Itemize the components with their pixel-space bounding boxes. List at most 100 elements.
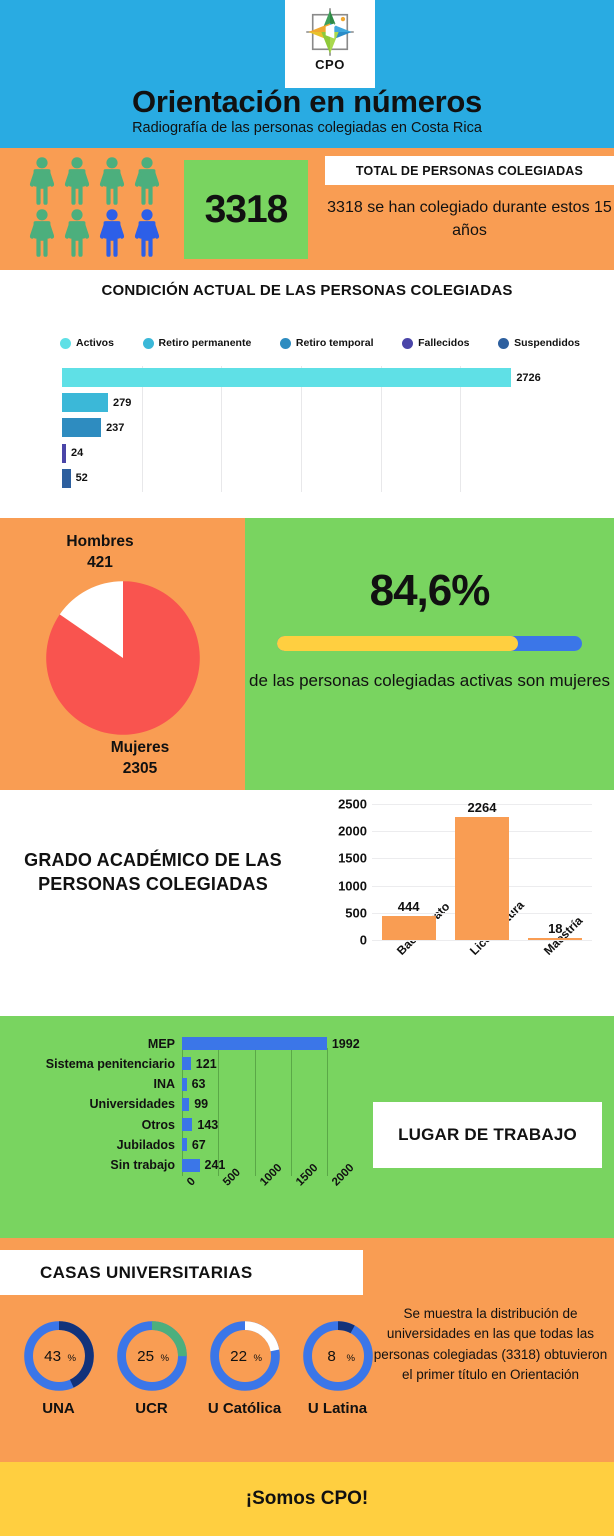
bar-fill <box>62 418 102 438</box>
condicion-bar-0: 2726 <box>62 368 541 387</box>
svg-text:22: 22 <box>230 1348 247 1365</box>
total-label-box: TOTAL DE PERSONAS COLEGIADAS <box>325 156 614 185</box>
svg-text:%: % <box>346 1353 355 1364</box>
bar-label: Sistema penitenciario <box>45 1056 175 1071</box>
donut-chart-icon: 43% <box>23 1321 94 1391</box>
cpo-logo: CPO <box>285 0 375 88</box>
hombres-value: 421 <box>87 553 113 571</box>
genero-pie-panel: Hombres 421 Mujeres 2305 <box>0 518 245 790</box>
bar-fill <box>182 1138 187 1152</box>
donut-ucr[interactable]: 25% UCR <box>106 1316 198 1417</box>
condicion-bar-chart: 2726 279 237 24 52 <box>62 366 541 492</box>
gridline <box>141 366 143 492</box>
condicion-legend: Activos Retiro permanente Retiro temporal F… <box>60 334 580 352</box>
x-axis-tick: 1500 <box>294 1161 321 1189</box>
universidades-title: CASAS UNIVERSITARIAS <box>40 1262 253 1282</box>
bar-value: 241 <box>204 1158 226 1173</box>
hombres-name: Hombres <box>66 533 134 550</box>
bar-label: Sin trabajo <box>110 1158 175 1173</box>
legend-label: Retiro temporal <box>295 337 374 349</box>
bar-value: 279 <box>112 396 132 409</box>
trabajo-title: LUGAR DE TRABAJO <box>398 1124 577 1144</box>
legend-label: Retiro permanente <box>158 337 252 349</box>
bar-value: 18 <box>548 921 563 936</box>
legend-dot-icon <box>279 337 291 349</box>
bar-label: MEP <box>147 1036 175 1051</box>
condicion-bar-3: 24 <box>62 443 83 463</box>
total-number-box: 3318 <box>184 160 308 259</box>
grado-bar-chart: BachilleratoLicenciaturaMaestría05001000… <box>320 797 606 1010</box>
bar-value: 2264 <box>467 799 497 815</box>
trabajo-bar-3: Universidades 99 <box>90 1097 209 1111</box>
page-subtitle: Radiografía de las personas colegiadas e… <box>132 120 482 136</box>
people-icon-row <box>28 156 178 208</box>
grado-section: GRADO ACADÉMICO DE LAS PERSONAS COLEGIAD… <box>0 790 614 1016</box>
trabajo-bar-4: Otros 143 <box>142 1118 219 1132</box>
grado-plot-area: 0 500 1000 1500 2000 2500 444 2264 18 <box>338 797 592 948</box>
people-icon-group <box>28 156 178 262</box>
y-axis-tick: 1000 <box>338 878 367 894</box>
bar-value: 24 <box>71 447 84 460</box>
trabajo-bar-5: Jubilados 67 <box>117 1138 206 1152</box>
mujeres-name: Mujeres <box>110 739 170 757</box>
grado-bar-0: 444 <box>381 899 436 940</box>
page-title: Orientación en números <box>132 84 482 119</box>
bar-value: 52 <box>75 472 88 485</box>
svg-text:%: % <box>160 1353 169 1364</box>
y-axis-tick: 500 <box>345 905 367 921</box>
mujeres-percent: 84,6% <box>369 566 491 615</box>
donut-una[interactable]: 43% UNA <box>13 1316 105 1417</box>
header-band: CPO Orientación en números Radiografía d… <box>0 0 614 148</box>
pie-slice-mujeres <box>46 581 200 735</box>
mujeres-percent-description: de las personas colegiadas activas son m… <box>249 671 610 690</box>
svg-text:43: 43 <box>44 1348 61 1365</box>
gridline <box>460 366 462 492</box>
svg-text:25: 25 <box>137 1348 154 1365</box>
grado-title: GRADO ACADÉMICO DE LAS PERSONAS COLEGIAD… <box>24 850 282 895</box>
legend-dot-icon <box>402 337 414 349</box>
universidades-title-box: CASAS UNIVERSITARIAS <box>0 1250 363 1295</box>
legend-label: Activos <box>76 337 114 349</box>
footer-band: ¡Somos CPO! <box>0 1462 614 1536</box>
universidades-section: CASAS UNIVERSITARIAS 43% UNA 25% UCR 22% U Ca… <box>0 1238 614 1462</box>
universidades-description: Se muestra la distribución de universida… <box>373 1306 608 1382</box>
genero-percent-panel: 84,6% de las personas colegiadas activas… <box>245 518 614 790</box>
bar-fill <box>182 1037 327 1050</box>
legend-label: Fallecidos <box>418 337 470 349</box>
donut-u-católica[interactable]: 22% U Católica <box>199 1316 291 1417</box>
bar-fill <box>62 468 71 488</box>
bar-value: 67 <box>191 1137 206 1152</box>
legend-item-1[interactable]: Retiro permanente <box>142 337 252 349</box>
gridline <box>182 1048 183 1176</box>
bar-label: Universidades <box>89 1097 175 1112</box>
gridline <box>380 366 382 492</box>
bar-label: Jubilados <box>116 1137 175 1152</box>
footer-text: ¡Somos CPO! <box>245 1488 369 1509</box>
bar-value: 237 <box>106 421 125 434</box>
gridline <box>254 1048 256 1176</box>
bar-value: 63 <box>191 1077 206 1092</box>
svg-text:8: 8 <box>327 1348 335 1365</box>
donut-u-latina[interactable]: 8% U Latina <box>292 1316 384 1417</box>
pie-slice-hombres <box>59 581 123 658</box>
bar-value: 1992 <box>331 1036 360 1051</box>
gridline <box>301 366 302 492</box>
legend-item-2[interactable]: Retiro temporal <box>279 337 374 349</box>
trabajo-bar-6: Sin trabajo 241 <box>110 1158 225 1172</box>
mujeres-value: 2305 <box>122 760 158 778</box>
person-icon <box>134 157 160 205</box>
genero-pie-chart <box>46 581 200 735</box>
trabajo-bar-1: Sistema penitenciario 121 <box>46 1057 217 1071</box>
legend-item-4[interactable]: Suspendidos <box>498 337 580 349</box>
people-icon-row <box>28 208 178 260</box>
legend-item-0[interactable]: Activos <box>60 337 114 349</box>
person-icon <box>134 209 160 257</box>
legend-item-3[interactable]: Fallecidos <box>402 337 469 349</box>
person-icon <box>99 209 125 257</box>
bar-fill <box>182 1118 193 1132</box>
legend-dot-icon <box>142 337 154 349</box>
donut-label: UCR <box>135 1400 168 1417</box>
y-axis-tick: 1500 <box>338 850 367 866</box>
donut-label: U Católica <box>207 1400 282 1417</box>
